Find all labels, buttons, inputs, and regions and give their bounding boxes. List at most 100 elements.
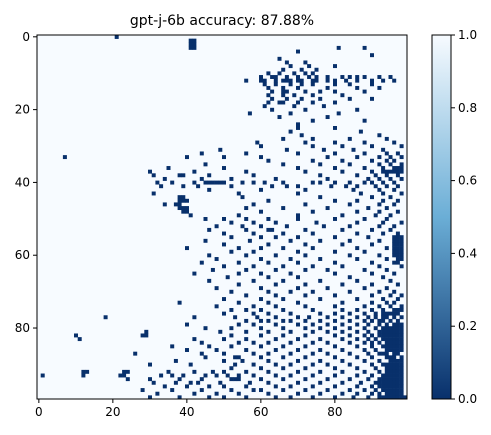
heatmap-cell <box>229 333 234 338</box>
heatmap-cell <box>203 217 208 221</box>
heatmap-cell <box>192 315 197 320</box>
heatmap-cell <box>384 351 389 356</box>
heatmap-cell <box>333 180 337 185</box>
heatmap-cell <box>399 326 404 331</box>
heatmap-cell <box>266 318 271 323</box>
heatmap-cell <box>170 373 175 378</box>
heatmap-cell <box>177 202 182 207</box>
heatmap-cell <box>392 348 397 352</box>
heatmap-cell <box>358 380 363 385</box>
heatmap-cell <box>399 344 404 349</box>
heatmap-cell <box>373 173 378 178</box>
heatmap-cell <box>222 166 226 170</box>
heatmap-cell <box>273 362 278 367</box>
heatmap-cell <box>303 71 308 76</box>
heatmap-cell <box>251 304 256 309</box>
heatmap-cell <box>392 308 397 312</box>
heatmap-cell <box>281 93 286 98</box>
heatmap-cell <box>251 388 256 393</box>
heatmap-cell <box>218 380 223 385</box>
heatmap-cell <box>355 322 360 327</box>
heatmap-cell <box>296 166 300 170</box>
heatmap-cell <box>247 111 252 116</box>
heatmap-cell <box>388 169 393 174</box>
heatmap-cell <box>395 351 400 356</box>
heatmap-cell <box>162 202 167 207</box>
heatmap-cell <box>281 388 286 393</box>
heatmap-cell <box>388 344 393 349</box>
heatmap-cell <box>399 176 404 181</box>
heatmap-cell <box>314 67 319 72</box>
heatmap-cell <box>225 275 230 280</box>
heatmap-cell <box>388 311 393 316</box>
heatmap-cell <box>222 311 226 316</box>
heatmap-cell <box>185 209 189 214</box>
heatmap-cell <box>303 267 308 272</box>
heatmap-cell <box>251 362 256 367</box>
heatmap-cell <box>395 388 400 393</box>
heatmap-cell <box>329 184 334 189</box>
heatmap-cell <box>384 246 389 251</box>
heatmap-cell <box>377 264 382 269</box>
heatmap-cell <box>381 308 386 312</box>
heatmap-cell <box>381 191 386 196</box>
heatmap-cell <box>281 67 286 72</box>
heatmap-cell <box>384 300 389 305</box>
heatmap-cell <box>388 329 393 334</box>
heatmap-cell <box>392 340 397 345</box>
heatmap-cell <box>318 358 323 363</box>
heatmap-cell <box>166 369 171 374</box>
heatmap-cell <box>384 377 389 382</box>
heatmap-cell <box>384 380 389 385</box>
heatmap-cell <box>229 326 234 331</box>
heatmap-cell <box>288 329 293 334</box>
heatmap-cell <box>366 206 371 211</box>
heatmap-cell <box>148 395 152 400</box>
heatmap-cell <box>310 231 315 236</box>
heatmap-cell <box>351 395 356 400</box>
heatmap-cell <box>392 242 397 247</box>
heatmap-cell <box>236 260 241 265</box>
heatmap-cell <box>388 278 393 283</box>
heatmap-cell <box>314 220 319 225</box>
heatmap-cell <box>344 78 349 83</box>
heatmap-cell <box>296 348 300 352</box>
heatmap-cell <box>259 318 263 323</box>
heatmap-cell <box>333 82 337 87</box>
heatmap-cell <box>177 300 182 305</box>
heatmap-cell <box>370 373 374 378</box>
heatmap-cell <box>266 198 271 203</box>
heatmap-cell <box>277 71 282 76</box>
heatmap-cell <box>273 75 278 79</box>
heatmap-cell <box>347 311 352 316</box>
heatmap-cell <box>362 326 367 331</box>
heatmap-cell <box>296 213 300 218</box>
heatmap-cell <box>373 315 378 320</box>
heatmap-cell <box>370 169 374 174</box>
heatmap-cell <box>118 373 123 378</box>
heatmap-cell <box>325 322 330 327</box>
heatmap-cell <box>395 366 400 371</box>
heatmap-cell <box>395 348 400 352</box>
heatmap-cell <box>244 253 249 258</box>
heatmap-cell <box>310 136 315 141</box>
heatmap-cell <box>355 184 360 189</box>
heatmap-cell <box>392 311 397 316</box>
heatmap-cell <box>340 93 345 98</box>
heatmap-cell <box>303 140 308 145</box>
heatmap-cell <box>281 308 286 312</box>
heatmap-cell <box>395 151 400 156</box>
heatmap-cell <box>395 184 400 189</box>
heatmap-cell <box>259 355 263 360</box>
heatmap-cell <box>281 355 286 360</box>
heatmap-cell <box>210 180 215 185</box>
heatmap-cell <box>307 315 312 320</box>
heatmap-cell <box>318 257 323 261</box>
heatmap-cell <box>303 326 308 331</box>
heatmap-cell <box>384 311 389 316</box>
heatmap-cell <box>392 358 397 363</box>
heatmap-cell <box>370 391 374 396</box>
heatmap-cell <box>321 224 326 229</box>
heatmap-cell <box>185 246 189 251</box>
heatmap-cell <box>333 151 337 156</box>
